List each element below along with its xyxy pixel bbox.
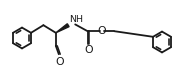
Text: O: O: [84, 45, 93, 55]
Text: O: O: [98, 26, 106, 36]
Polygon shape: [56, 24, 69, 33]
Text: O: O: [55, 57, 64, 67]
Text: NH: NH: [69, 15, 83, 24]
